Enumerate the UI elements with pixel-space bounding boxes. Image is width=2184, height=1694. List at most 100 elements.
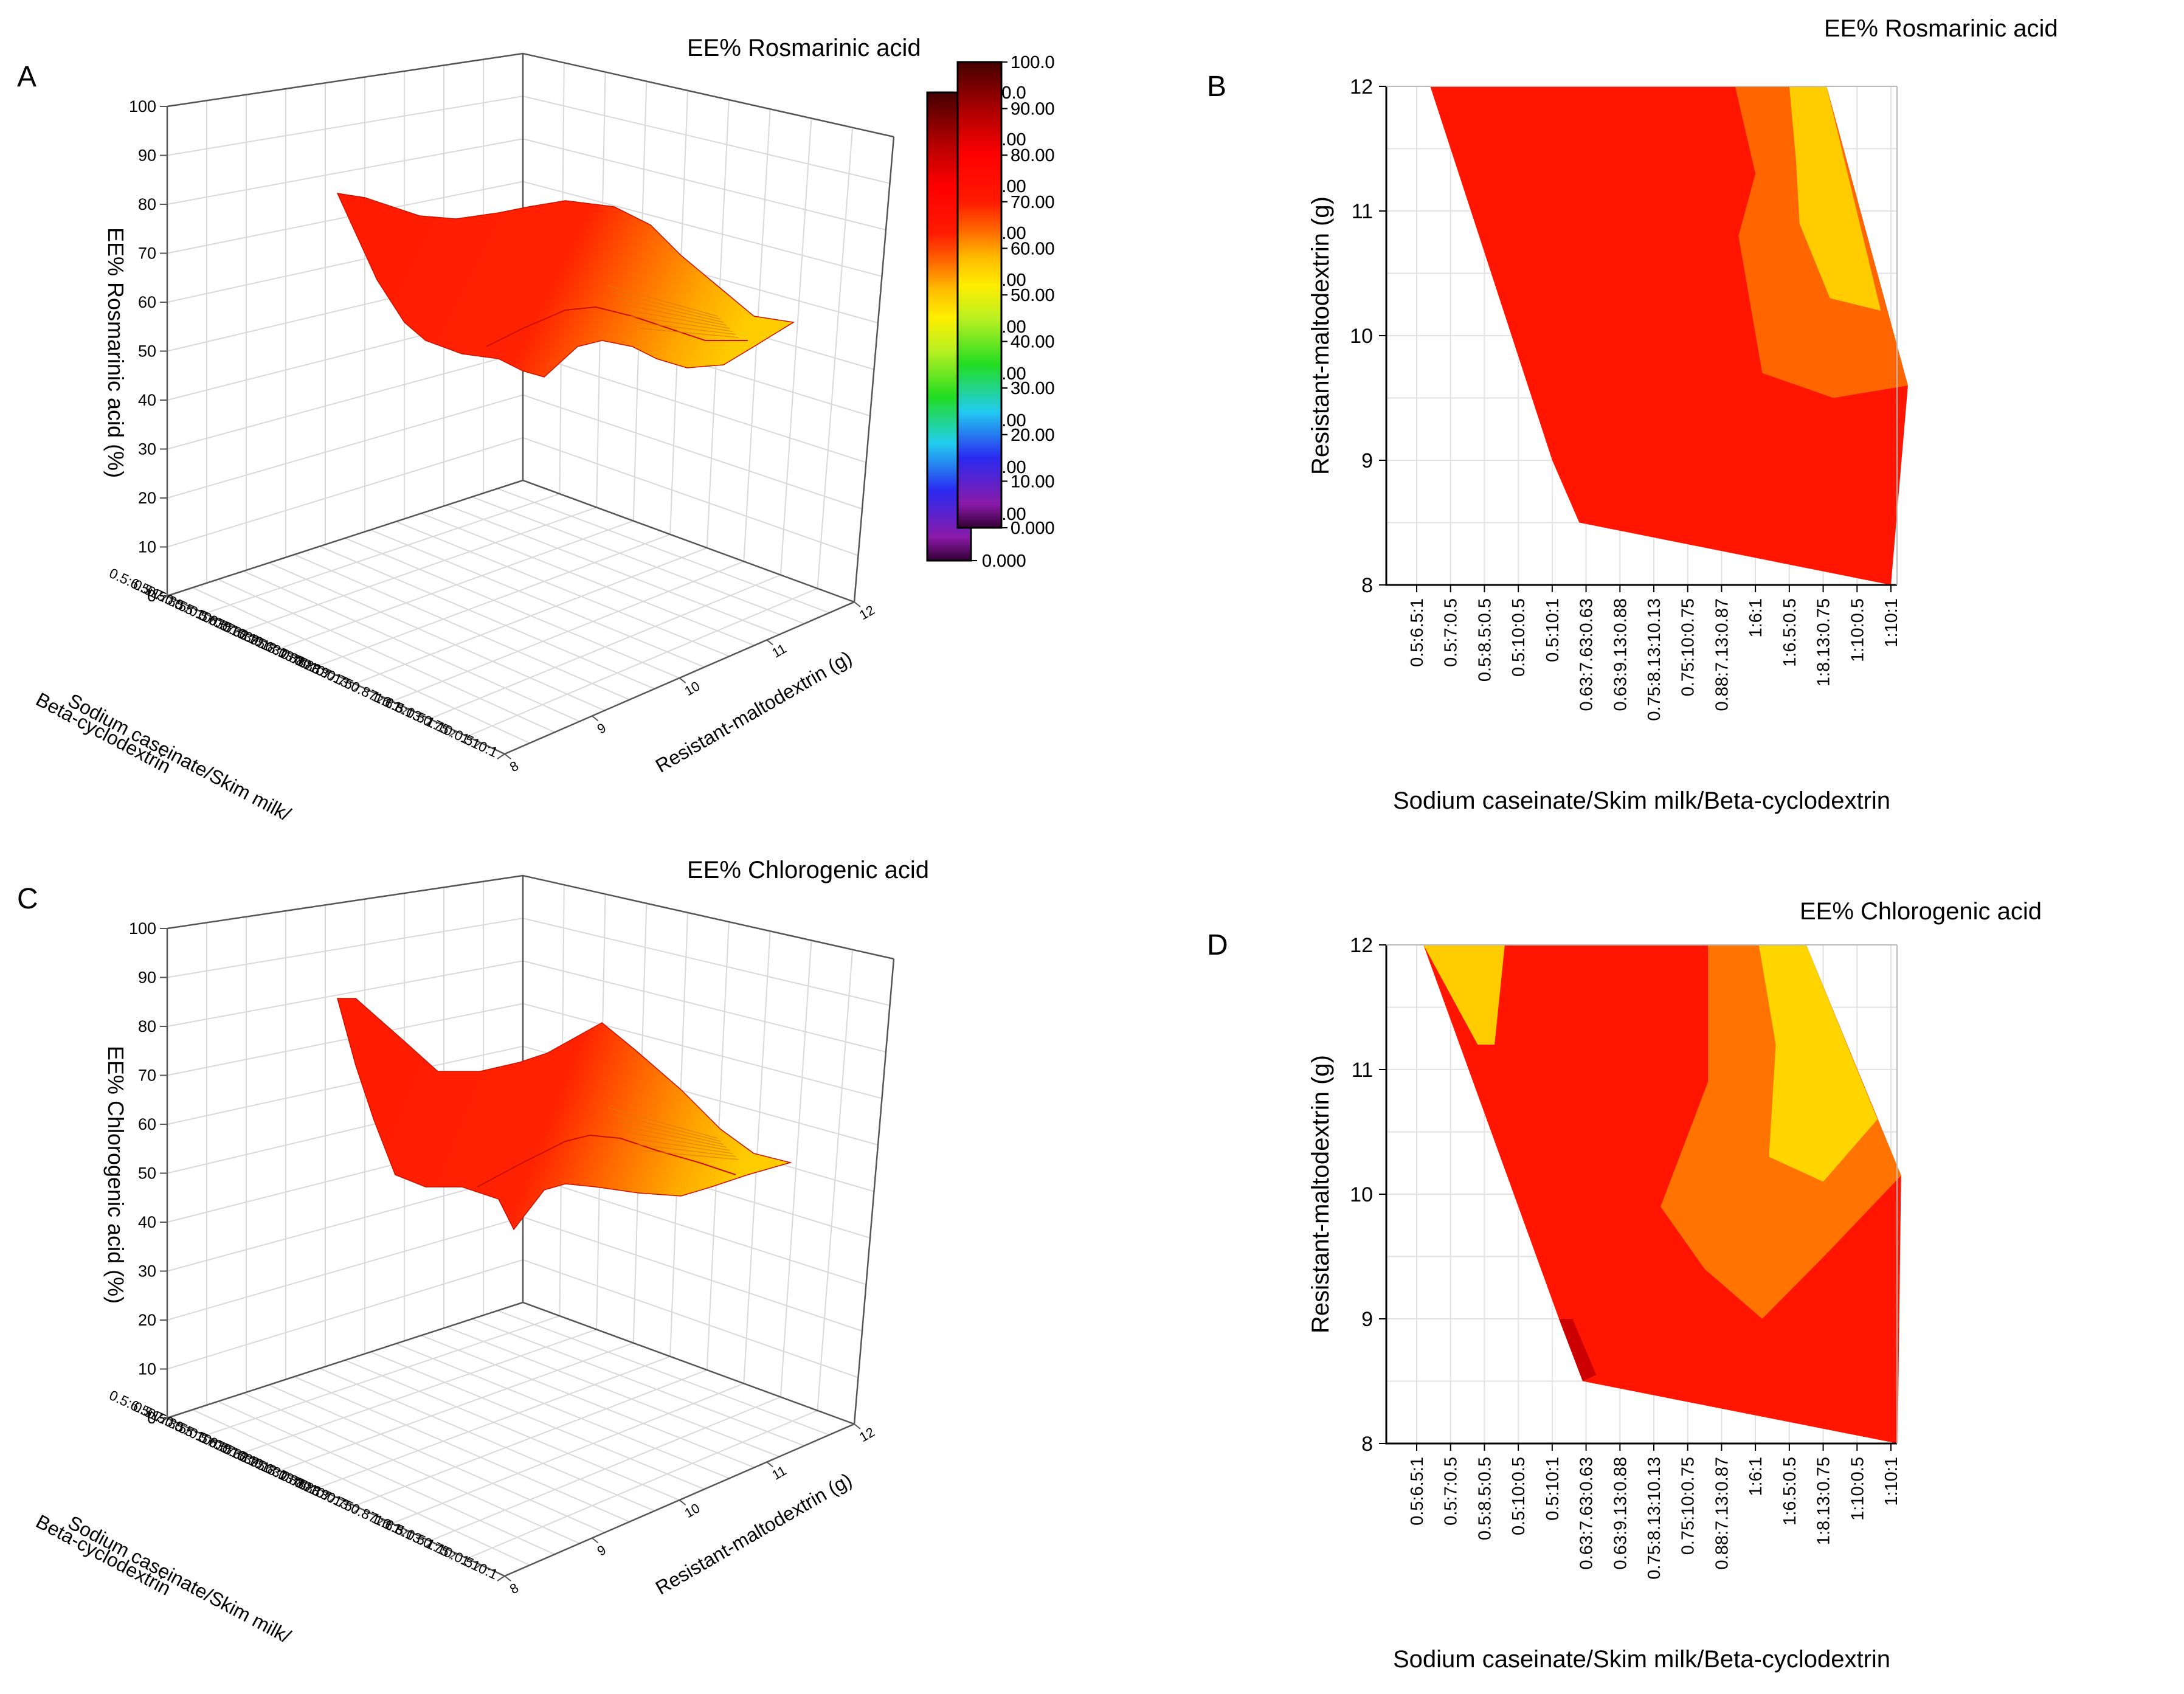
panel-letter: C [17,883,38,915]
x-tick-label: 0.5:10:0.5 [1509,598,1529,677]
z-tick-label: 30 [138,1262,156,1281]
x-tick [424,1541,433,1548]
z-tick-label: 10 [138,538,156,556]
colorbar-tick-label: 40.00 [1011,333,1055,352]
colorbar-tick-label: 60.00 [1011,239,1055,258]
z-tick-label: 80 [138,1017,156,1035]
y-tick-label: 10 [682,1500,703,1521]
x-tick-label: 0.5:10:1 [1543,598,1563,662]
y-tick-label: 8 [1361,1433,1373,1456]
z-tick-label: 40 [138,1213,156,1231]
x-tick [256,640,264,647]
colorbar-tick-label: 80.00 [1011,146,1055,165]
y-tick-label: 8 [507,758,521,775]
y-tick [679,1499,686,1506]
surface-contour [626,309,730,329]
y-tick-label: 12 [1350,75,1373,99]
gridline [817,127,854,589]
x-tick-label: 1:8.13:0.75 [1814,598,1834,686]
z-tick-label: 0 [147,587,156,605]
gridline [522,351,866,463]
colorbar-tick-label: 0.000 [1011,519,1055,538]
x-tick-label: 1:6:1 [1746,1457,1766,1496]
x-tick [207,1440,216,1446]
y-tick [592,1537,599,1544]
gridline [446,504,780,635]
z-tick-label: 90 [138,147,156,165]
x-tick [232,629,240,635]
z-tick-label: 20 [138,1311,156,1329]
z-tick-label: 30 [138,440,156,458]
y-tick [679,677,686,683]
y-tick-label: 9 [595,720,609,737]
axes-frame [166,52,895,755]
z-tick-label: 10 [138,1360,156,1378]
gridline [370,1351,705,1490]
y-tick [766,1461,773,1468]
colorbar-tick-label: 100.0 [1011,53,1055,72]
x-tick-label: 1:10:1 [458,730,500,761]
x-tick [280,652,288,658]
x-tick-label: 0.75:8.13:10.13 [1645,1457,1664,1580]
x-tick [497,753,505,759]
surface-fold [486,306,748,347]
colorbar-tick-label: 80.00 [1011,146,1055,165]
gridline [167,351,524,450]
contour-band [1758,945,1878,1182]
surface-contour [631,1138,733,1154]
gridline [522,1259,859,1378]
z-tick-label: 70 [138,244,156,263]
x-tick-label: 1:10:1 [1882,1457,1901,1506]
gridline [294,554,630,700]
gridline [319,1367,655,1512]
y-tick-label: 10 [682,678,703,699]
gridline [522,1003,882,1099]
z-tick-label: 70 [138,1067,156,1085]
axis-box [167,52,894,138]
gridline [522,1216,863,1332]
z-tick-label: 0 [147,1409,156,1427]
x-tick [328,674,337,680]
gridline [268,1384,605,1533]
x-tick [497,1575,505,1582]
colorbar-tick-label: 100.0 [1011,53,1055,72]
surface [337,998,792,1231]
x-tick-label: 0.5:7:0.5 [1442,598,1461,667]
gridline [522,1174,866,1285]
x-tick-label: 0.5:6.5:1 [1408,598,1427,667]
y-axis-label: Resistant-maltodextrin (g) [652,646,855,776]
y-axis-label: Resistant-maltodextrin (g) [1307,196,1334,475]
x-tick [159,1417,168,1423]
panel-c-3d-surface: C EE% Chlorogenic acid 0 10 20 30 40 50 60 70 80 90… [17,857,929,1647]
x-tick-label: 0.88:7.13:0.87 [1712,1457,1732,1569]
colorbar-tick-label: 90.00 [1011,100,1055,119]
z-tick-label: 50 [138,342,156,361]
x-tick [304,1485,313,1492]
gridline [243,570,580,722]
surface [336,193,795,378]
gridline [472,496,805,624]
surface-contour [621,1125,727,1148]
y-tick [504,1575,511,1582]
gridline [522,95,890,184]
colorbar-tick-label: 20.00 [1011,426,1055,445]
surface-contour [640,328,739,338]
x-tick-label: 1:10:1 [1882,598,1901,648]
panel-letter: A [17,61,36,93]
gridline [167,960,524,1027]
panel-b-contour: B EE% Rosmarinic acid 8 9 10 11 12 Resistant-ma… [1207,15,2058,814]
y-tick-label: 9 [1361,449,1373,472]
surface-contour [607,1107,718,1139]
x-tick-label: 0.5:10:0.5 [1509,1457,1529,1535]
z-tick-label: 40 [138,391,156,409]
gridline [370,529,705,668]
gridline [167,1259,524,1370]
surface-contour [635,1144,736,1157]
y-tick-label: 11 [1352,1059,1373,1082]
gridline [446,1326,780,1457]
y-axis-label: Resistant-maltodextrin (g) [1307,1055,1334,1333]
surface-contour [635,322,736,335]
chart-title: EE% Chlorogenic acid [687,857,929,883]
x-tick [304,663,313,669]
